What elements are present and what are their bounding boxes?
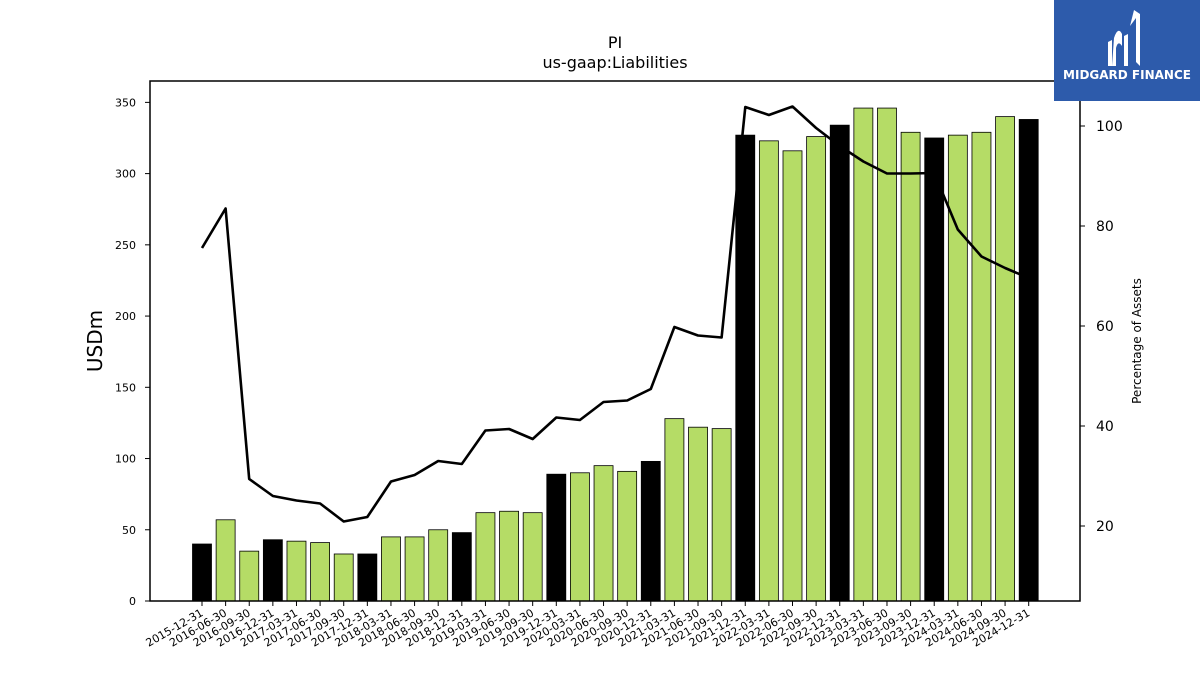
bar bbox=[829, 124, 850, 602]
brand-logo-text: MIDGARD FINANCE bbox=[1063, 68, 1191, 82]
chart-subtitle: us-gaap:Liabilities bbox=[542, 53, 687, 72]
bars-layer bbox=[192, 107, 1039, 602]
bar bbox=[333, 553, 354, 602]
bar bbox=[451, 532, 472, 602]
y-tick-label: 350 bbox=[115, 96, 136, 109]
y2-tick-label: 40 bbox=[1096, 419, 1114, 435]
bar bbox=[286, 540, 307, 602]
midgard-logo-icon bbox=[1108, 10, 1140, 66]
bar bbox=[499, 510, 519, 602]
bar bbox=[900, 131, 921, 602]
bar bbox=[239, 550, 260, 602]
brand-logo: MIDGARD FINANCE bbox=[1054, 0, 1200, 101]
bar bbox=[593, 465, 614, 602]
bar bbox=[192, 543, 212, 602]
bar bbox=[924, 137, 945, 602]
bar bbox=[758, 140, 779, 602]
bar bbox=[310, 542, 331, 602]
bar bbox=[570, 472, 590, 602]
bar bbox=[782, 150, 803, 602]
y-tick-label: 200 bbox=[115, 310, 136, 323]
y-axis-label: USDm bbox=[83, 310, 107, 372]
y2-tick-label: 80 bbox=[1096, 219, 1114, 235]
y-tick-label: 150 bbox=[115, 381, 136, 394]
bar bbox=[735, 134, 756, 602]
line-layer bbox=[200, 105, 1030, 523]
bar bbox=[664, 418, 685, 602]
axes-layer: 050100150200250300350204060801002015-12-… bbox=[115, 96, 1123, 649]
bar bbox=[971, 131, 992, 602]
y2-tick-label: 60 bbox=[1096, 319, 1114, 335]
bar bbox=[475, 512, 496, 602]
bar bbox=[1018, 119, 1039, 602]
bar bbox=[617, 470, 638, 602]
y2-tick-label: 20 bbox=[1096, 519, 1114, 535]
y-tick-label: 100 bbox=[115, 453, 136, 466]
y-tick-label: 0 bbox=[129, 595, 136, 608]
bar bbox=[522, 512, 543, 602]
percentage-line bbox=[200, 105, 1030, 523]
bar bbox=[711, 428, 732, 602]
y-tick-label: 300 bbox=[115, 168, 136, 181]
bar bbox=[947, 134, 968, 602]
bar bbox=[546, 473, 567, 602]
bar bbox=[357, 553, 378, 602]
bar bbox=[853, 107, 874, 602]
y-tick-label: 250 bbox=[115, 239, 136, 252]
y2-tick-label: 100 bbox=[1096, 119, 1123, 135]
bar bbox=[215, 519, 236, 602]
chart-title: PI bbox=[608, 33, 622, 52]
bar bbox=[995, 116, 1015, 602]
bar bbox=[381, 536, 401, 602]
bar bbox=[428, 529, 449, 602]
y-tick-label: 50 bbox=[122, 524, 136, 537]
y2-axis-label: Percentage of Assets bbox=[1130, 278, 1144, 404]
bar bbox=[688, 426, 708, 602]
bar bbox=[640, 460, 661, 602]
bar bbox=[262, 539, 283, 602]
bar bbox=[404, 536, 425, 602]
bar bbox=[877, 107, 897, 602]
plot-frame bbox=[149, 80, 1081, 602]
bar bbox=[806, 136, 827, 602]
